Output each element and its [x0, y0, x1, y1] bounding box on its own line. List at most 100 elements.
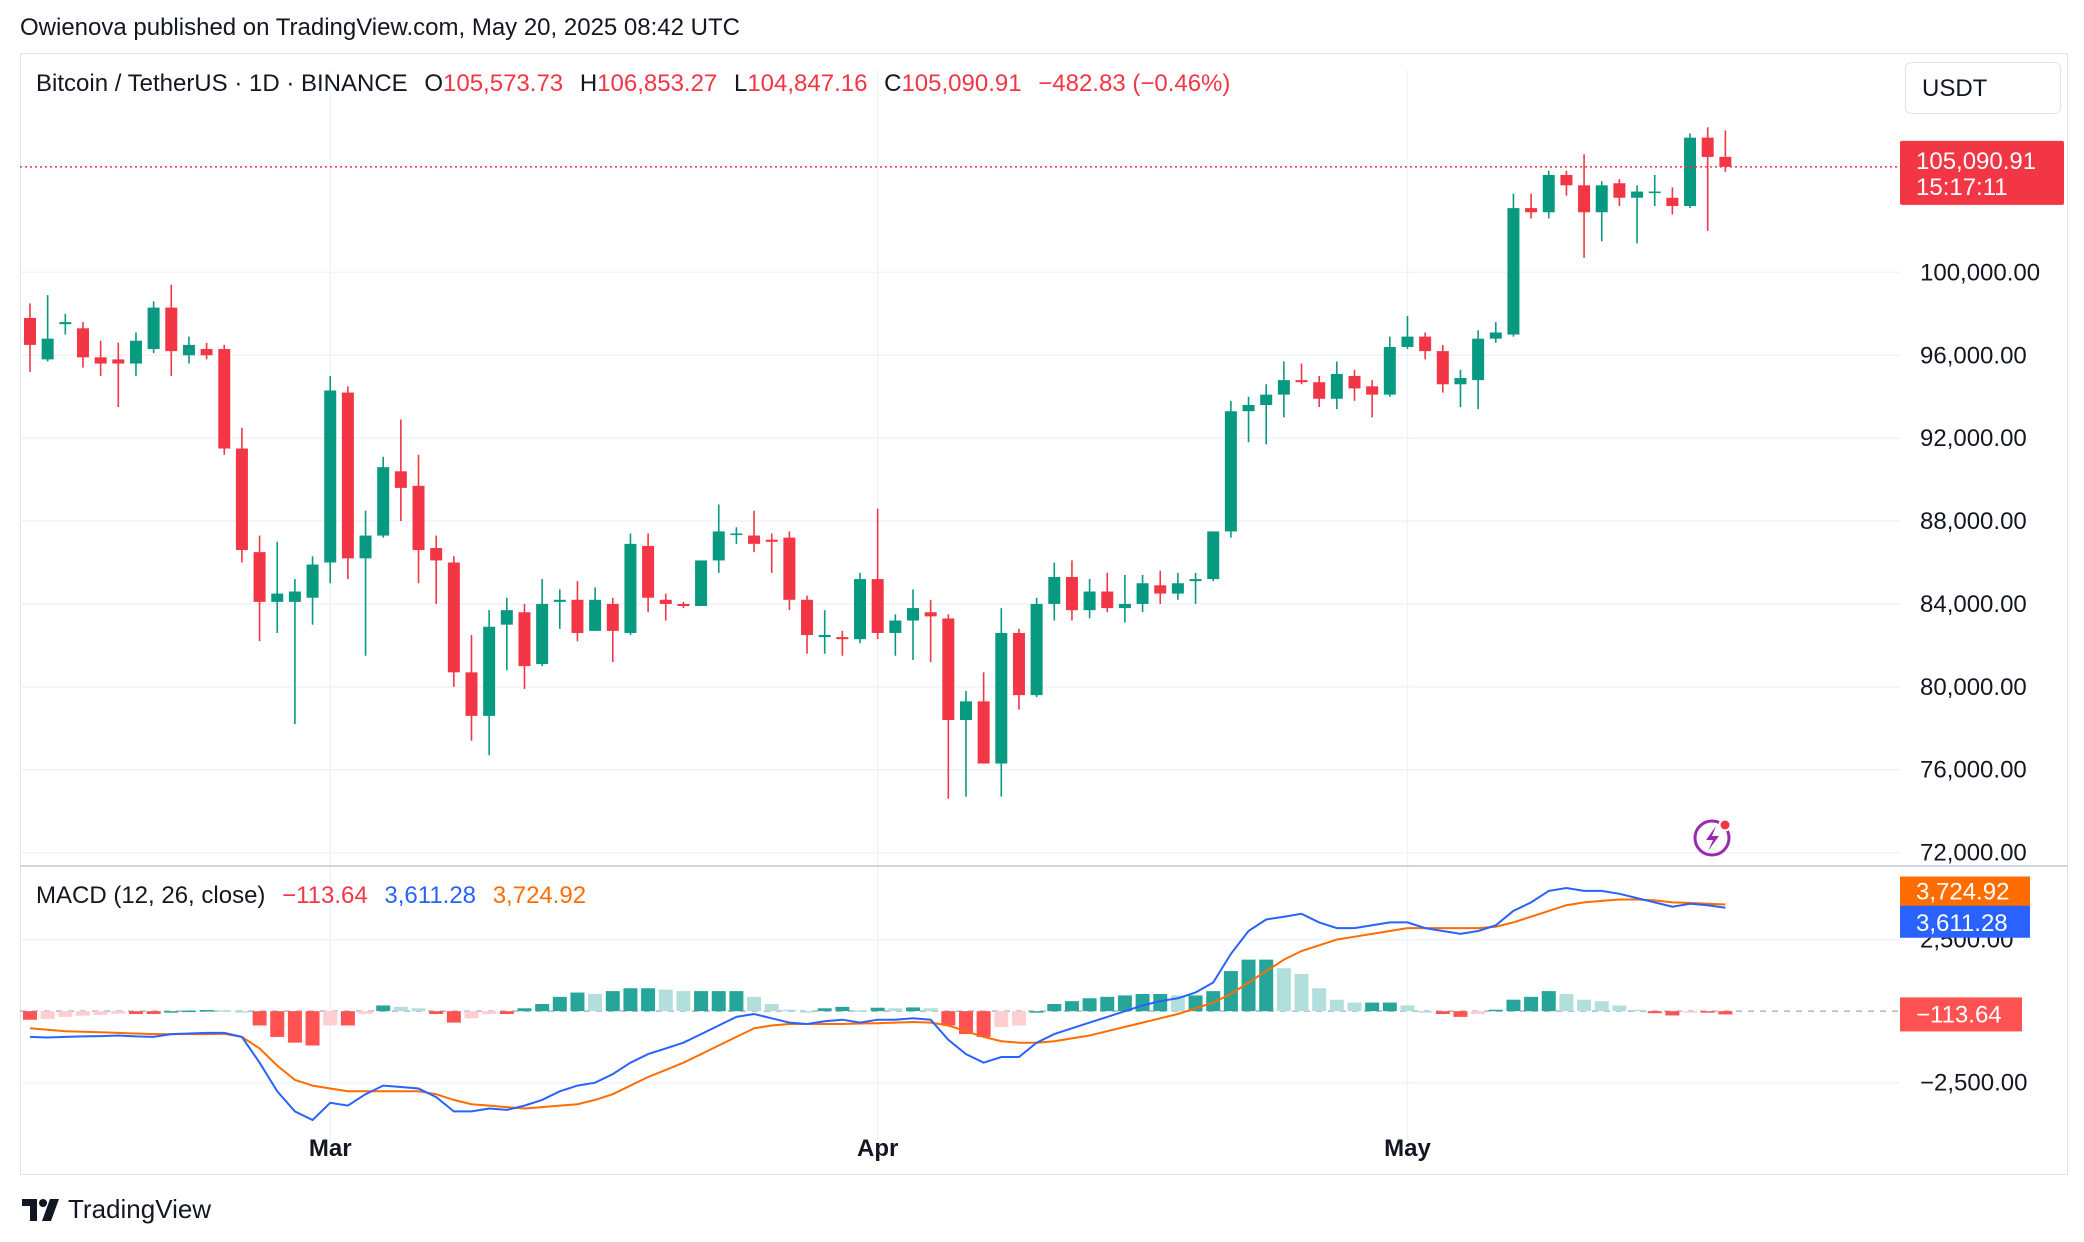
- candle-body: [1154, 585, 1167, 594]
- candle-body: [182, 344, 195, 356]
- candle-body: [377, 467, 390, 536]
- macd-hist-tag-value: −113.64: [1916, 1001, 2002, 1028]
- last-price-tag-value: 105,090.91: [1916, 148, 2036, 175]
- candle-body: [165, 307, 178, 352]
- candle-body: [854, 579, 867, 640]
- macd-hist-tag: −113.64: [1900, 997, 2022, 1032]
- macd-histogram-bar: [976, 1011, 991, 1037]
- macd-histogram-bar: [1577, 999, 1592, 1012]
- currency-selector[interactable]: USDT: [1905, 62, 2061, 114]
- macd-histogram-bar: [1011, 1011, 1026, 1026]
- price-tick-label: 92,000.00: [1920, 425, 2027, 452]
- macd-histogram-bar: [1400, 1005, 1415, 1012]
- candle-body: [1224, 411, 1237, 532]
- candle-body: [907, 608, 919, 621]
- macd-histogram-bar: [1276, 968, 1291, 1012]
- candle-body: [871, 579, 884, 633]
- candle-body: [924, 612, 937, 617]
- macd-histogram-bar: [58, 1011, 73, 1017]
- macd-histogram-bar: [252, 1011, 267, 1026]
- open-value: 105,573.73: [443, 70, 564, 97]
- change-value: −482.83 (−0.46%): [1038, 70, 1231, 97]
- macd-histogram-bar: [605, 991, 620, 1012]
- candle-body: [712, 531, 725, 561]
- candle-body: [447, 562, 460, 673]
- macd-histogram-bar: [323, 1011, 338, 1026]
- close-value: 105,090.91: [901, 70, 1022, 97]
- candle-body: [41, 338, 54, 360]
- macd-histogram-bar: [1241, 959, 1256, 1012]
- macd-signal-tag-value: 3,724.92: [1916, 879, 2009, 906]
- macd-histogram-bar: [1471, 1011, 1486, 1015]
- macd-line-tag: 3,611.28: [1900, 905, 2030, 938]
- tradingview-footer[interactable]: TradingView: [22, 1194, 211, 1225]
- macd-histogram-bar: [1418, 1011, 1433, 1013]
- macd-histogram-bar: [270, 1011, 285, 1037]
- candle-body: [1648, 191, 1661, 194]
- macd-hist-value: −113.64: [282, 882, 368, 909]
- macd-histogram-bar: [1135, 993, 1150, 1012]
- candle-body: [1065, 577, 1078, 611]
- macd-histogram-bar: [1206, 991, 1221, 1012]
- price-tick-label: 84,000.00: [1920, 591, 2027, 618]
- candle-body: [465, 672, 478, 716]
- macd-histogram-bar: [1329, 999, 1344, 1012]
- candle-body: [1083, 591, 1096, 611]
- candle-body: [412, 485, 425, 551]
- chart-frame[interactable]: [20, 53, 2068, 1175]
- macd-histogram-bar: [1612, 1005, 1627, 1012]
- candle-body: [1030, 603, 1043, 696]
- candle-body: [59, 322, 72, 325]
- candle-body: [1048, 577, 1061, 604]
- candle-body: [1330, 373, 1343, 399]
- candle-body: [112, 359, 125, 364]
- candle-body: [959, 701, 972, 721]
- candle-body: [394, 471, 407, 488]
- macd-histogram-bar: [817, 1008, 832, 1012]
- macd-histogram-bar: [1647, 1011, 1662, 1014]
- last-price-tag-countdown: 15:17:11: [1916, 174, 2008, 201]
- candle-body: [94, 357, 107, 364]
- macd-histogram-bar: [835, 1006, 850, 1012]
- macd-line-value: 3,611.28: [384, 882, 477, 909]
- macd-hist-tag-bg: [1900, 997, 2022, 1032]
- macd-histogram-bar: [1082, 998, 1097, 1012]
- candle-body: [730, 533, 743, 536]
- macd-histogram-bar: [958, 1011, 973, 1035]
- macd-histogram-bar: [517, 1008, 532, 1012]
- candles-layer: [24, 127, 1732, 799]
- candle-body: [1454, 378, 1467, 385]
- macd-indicator-title[interactable]: MACD (12, 26, close): [36, 882, 266, 909]
- macd-histogram-bar: [729, 991, 744, 1012]
- symbol-title[interactable]: Bitcoin / TetherUS · 1D · BINANCE: [36, 70, 408, 97]
- candle-body: [359, 535, 372, 559]
- macd-histogram-bar: [411, 1008, 426, 1012]
- candle-body: [306, 564, 319, 598]
- macd-histogram-bar: [1435, 1011, 1450, 1015]
- macd-histogram-bar: [588, 993, 603, 1012]
- macd-histogram-bar: [482, 1011, 497, 1015]
- candle-body: [1295, 380, 1308, 383]
- macd-histogram-bar: [1100, 996, 1115, 1012]
- macd-histogram-bar: [128, 1011, 143, 1015]
- grid-layer: [20, 70, 1900, 1140]
- candle-body: [200, 349, 213, 356]
- alert-flash-icon[interactable]: [1693, 818, 1732, 857]
- macd-line: [29, 886, 1726, 1122]
- candle-body: [1472, 338, 1485, 381]
- candle-body: [24, 317, 36, 345]
- candle-body: [801, 599, 814, 636]
- macd-histogram-bar: [888, 1008, 903, 1012]
- macd-histogram-bar: [199, 1010, 214, 1012]
- macd-histogram-bar: [1524, 996, 1539, 1012]
- macd-histogram-bar: [376, 1005, 391, 1012]
- candle-body: [836, 637, 849, 640]
- price-tick-label: 76,000.00: [1920, 757, 2027, 784]
- candle-body: [1595, 185, 1608, 213]
- candle-body: [341, 392, 354, 559]
- macd-histogram-bar: [1683, 1011, 1698, 1013]
- candle-body: [235, 448, 248, 551]
- candle-body: [889, 620, 902, 633]
